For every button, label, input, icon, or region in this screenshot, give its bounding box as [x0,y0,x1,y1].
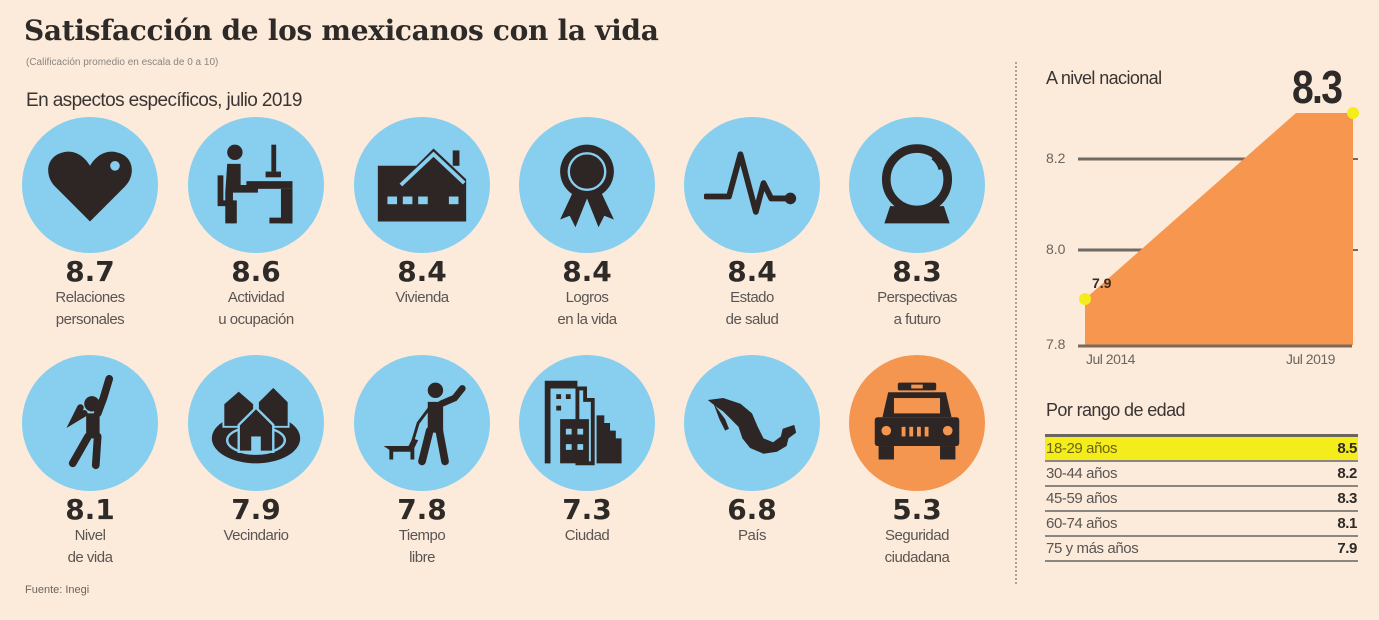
mexico-map-icon [707,398,797,454]
source-note: Fuente: Inegi [25,584,90,596]
table-row: 45-59 años 8.3 [1045,487,1358,512]
x-label-2019: Jul 2019 [1286,351,1336,367]
age-value: 8.5 [1337,440,1357,457]
city-buildings-icon [544,380,622,466]
score-value: 7.3 [562,493,612,526]
aspect-label: País [737,527,767,544]
aspect-label: Logros en la vida [557,289,617,328]
aspect-label: Vecindario [223,527,289,544]
aspect-vecindario: 7.9 Vecindario [176,355,336,547]
y-tick: 8.0 [1046,241,1066,257]
age-value: 8.1 [1337,515,1357,532]
crystal-ball-icon [881,144,953,224]
aspect-label: Tiempo libre [398,527,446,566]
national-area-chart: 8.2 8.0 7.8 7.9 Jul 2014 Jul 2019 [1046,107,1359,367]
table-row: 30-44 años 8.2 [1045,462,1358,487]
start-value-label: 7.9 [1092,275,1112,291]
icon-circle [354,355,490,491]
age-title: Por rango de edad [1046,400,1186,420]
point-2019 [1347,107,1359,119]
age-value: 8.2 [1337,465,1357,482]
score-value: 8.3 [892,255,942,288]
dancing-person-icon [66,375,114,470]
age-range: 18-29 años [1046,440,1118,457]
icon-circle [684,355,820,491]
aspect-vivienda: 8.4 Vivienda [342,117,502,309]
dog-walker-icon [383,382,466,466]
score-value: 8.4 [397,255,447,288]
point-2014 [1079,293,1091,305]
police-car-icon [874,382,960,460]
aspect-label: Perspectivas a futuro [877,289,957,328]
age-value: 8.3 [1337,490,1357,507]
score-value: 8.6 [231,255,281,288]
aspect-label: Vivienda [395,289,449,306]
aspect-actividad: 8.6 Actividad u ocupación [176,117,336,331]
aspect-seguridad: 5.3 Seguridad ciudadana [837,355,997,569]
icon-circle [849,355,985,491]
age-range: 30-44 años [1046,465,1118,482]
aspect-perspectivas: 8.3 Perspectivas a futuro [837,117,997,331]
table-row: 75 y más años 7.9 [1045,537,1358,562]
score-value: 7.8 [397,493,447,526]
icon-circle [519,117,655,253]
age-value: 7.9 [1337,540,1357,557]
icon-circle [849,117,985,253]
national-title: A nivel nacional [1046,68,1162,88]
age-range: 75 y más años [1046,540,1139,557]
icon-circle [22,355,158,491]
heart-icon [48,151,132,222]
y-tick: 7.8 [1046,336,1066,352]
score-value: 8.4 [727,255,777,288]
icon-circle [22,117,158,253]
aspect-pais: 6.8 País [672,355,832,547]
score-value: 5.3 [892,493,942,526]
icon-circle [684,117,820,253]
aspect-label: Actividad u ocupación [218,289,294,328]
age-range: 45-59 años [1046,490,1118,507]
icon-circle [519,355,655,491]
award-ribbon-icon [560,144,614,228]
score-value: 8.1 [65,493,115,526]
age-table: 18-29 años 8.5 30-44 años 8.2 45-59 años… [1045,434,1358,562]
aspect-label: Relaciones personales [55,289,125,328]
aspect-relaciones-personales: 8.7 Relaciones personales [10,117,170,331]
score-value: 7.9 [231,493,281,526]
y-tick: 8.2 [1046,150,1066,166]
aspect-tiempo-libre: 7.8 Tiempo libre [342,355,502,569]
heartbeat-icon [704,151,797,215]
aspect-label: Estado de salud [725,289,779,328]
table-row: 60-74 años 8.1 [1045,512,1358,537]
neighborhood-icon [211,385,301,464]
score-value: 6.8 [727,493,777,526]
x-label-2014: Jul 2014 [1086,351,1136,367]
score-value: 8.4 [562,255,612,288]
area-fill [1085,113,1353,345]
house-icon [377,148,467,222]
age-range: 60-74 años [1046,515,1118,532]
section-heading: En aspectos específicos, julio 2019 [26,90,302,111]
score-value: 8.7 [65,255,115,288]
page-title: Satisfacción de los mexicanos con la vid… [24,14,659,47]
panel-divider [1015,62,1017,584]
table-row: 18-29 años 8.5 [1045,437,1358,462]
icon-circle [354,117,490,253]
aspect-ciudad: 7.3 Ciudad [507,355,667,547]
national-current-value: 8.3 [1292,61,1343,113]
icon-circle [188,117,324,253]
aspect-nivel-de-vida: 8.1 Nivel de vida [10,355,170,569]
aspect-logros: 8.4 Logros en la vida [507,117,667,331]
aspect-salud: 8.4 Estado de salud [672,117,832,331]
icon-circle [188,355,324,491]
person-at-desk-icon [217,144,293,224]
aspect-label: Seguridad ciudadana [884,527,950,566]
aspect-label: Ciudad [564,527,610,544]
scale-note: (Calificación promedio en escala de 0 a … [26,57,219,68]
aspect-label: Nivel de vida [67,527,113,566]
